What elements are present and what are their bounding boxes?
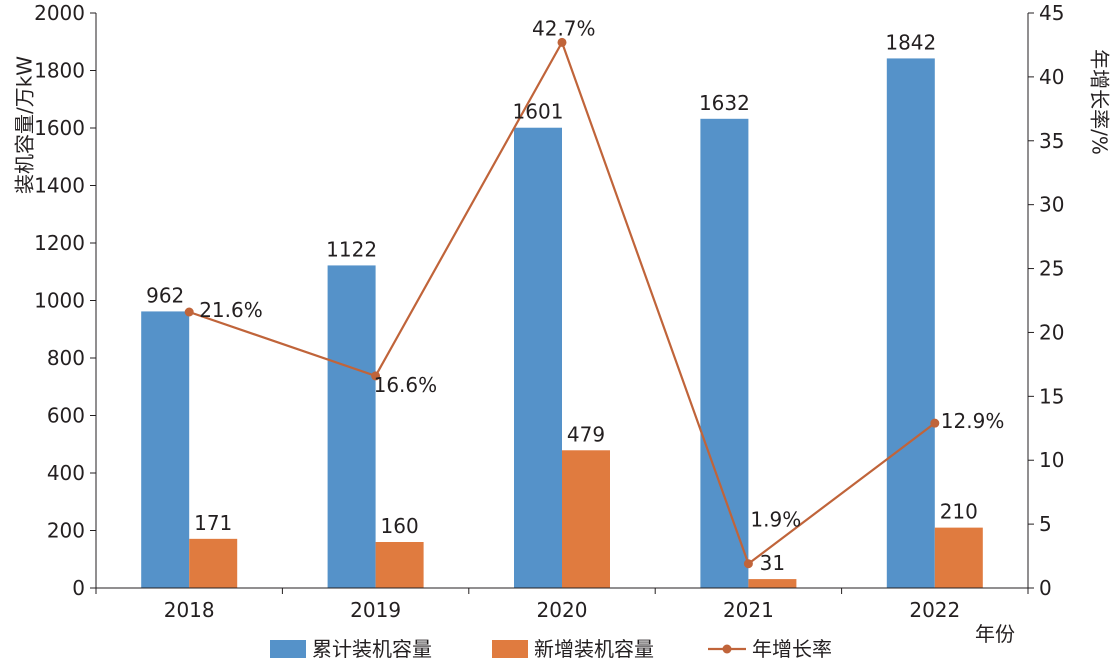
bar-new-2021 bbox=[748, 579, 797, 588]
data-label-cumulative-2018: 962 bbox=[146, 283, 184, 307]
y2-tick-label: 45 bbox=[1039, 1, 1064, 25]
data-label-growth-2019: 16.6% bbox=[374, 373, 438, 397]
growth-point-2022 bbox=[930, 418, 940, 428]
y2-tick-label: 0 bbox=[1039, 576, 1052, 600]
y-tick-label: 400 bbox=[47, 461, 85, 485]
data-label-cumulative-2022: 1842 bbox=[885, 30, 936, 54]
data-label-growth-2020: 42.7% bbox=[532, 16, 596, 40]
y-tick-label: 0 bbox=[72, 576, 85, 600]
legend-swatch-cumulative bbox=[270, 640, 306, 658]
y-tick-label: 1600 bbox=[34, 116, 85, 140]
data-label-cumulative-2020: 1601 bbox=[513, 100, 564, 124]
y-tick-label: 200 bbox=[47, 519, 85, 543]
growth-point-2019 bbox=[371, 371, 381, 381]
data-label-new-2021: 31 bbox=[760, 551, 785, 575]
data-label-new-2022: 210 bbox=[940, 500, 978, 524]
data-label-new-2019: 160 bbox=[381, 514, 419, 538]
growth-line-layer bbox=[184, 37, 940, 569]
growth-point-2020 bbox=[557, 37, 567, 47]
x-axis-title: 年份 bbox=[975, 622, 1015, 646]
bar-new-2019 bbox=[375, 542, 424, 588]
axes-layer: 2018 2019 2020 2021 202202004006008001000120… bbox=[34, 1, 1064, 622]
x-tick-label-2020: 2020 bbox=[537, 598, 588, 622]
legend-label-growth: 年增长率 bbox=[752, 637, 832, 661]
data-label-growth-2021: 1.9% bbox=[750, 508, 801, 532]
y2-tick-label: 20 bbox=[1039, 320, 1064, 344]
legend-swatch-new bbox=[492, 640, 528, 658]
data-label-cumulative-2021: 1632 bbox=[699, 91, 750, 115]
data-label-growth-2022: 12.9% bbox=[941, 409, 1005, 433]
y-tick-label: 1800 bbox=[34, 59, 85, 83]
y2-tick-label: 30 bbox=[1039, 193, 1064, 217]
bar-new-2022 bbox=[934, 527, 983, 588]
legend: 累计装机容量 新增装机容量 年增长率 bbox=[270, 637, 832, 661]
legend-swatch-growth-marker bbox=[722, 644, 732, 654]
data-label-cumulative-2019: 1122 bbox=[326, 237, 377, 261]
y2-axis-title: 年增长率/% bbox=[1088, 49, 1112, 155]
bar-cumulative-2021 bbox=[700, 118, 749, 589]
legend-label-cumulative: 累计装机容量 bbox=[312, 637, 432, 661]
x-tick-label-2018: 2018 bbox=[164, 598, 215, 622]
y-tick-label: 600 bbox=[47, 404, 85, 428]
bars-layer bbox=[141, 58, 983, 589]
growth-point-2018 bbox=[184, 307, 194, 317]
y-tick-label: 2000 bbox=[34, 1, 85, 25]
bar-cumulative-2018 bbox=[141, 311, 190, 588]
y2-tick-label: 10 bbox=[1039, 448, 1064, 472]
growth-point-2021 bbox=[743, 559, 753, 569]
bar-cumulative-2019 bbox=[327, 265, 376, 588]
bar-cumulative-2020 bbox=[514, 127, 562, 589]
y2-tick-label: 25 bbox=[1039, 257, 1064, 281]
bar-cumulative-2022 bbox=[886, 58, 935, 589]
y2-tick-label: 15 bbox=[1039, 384, 1064, 408]
x-tick-label-2022: 2022 bbox=[909, 598, 960, 622]
y-tick-label: 1000 bbox=[34, 289, 85, 313]
bar-new-2018 bbox=[189, 538, 238, 588]
data-labels-layer: 962 171 1122 160 1601 479 1632 31 1842 210 21.6% 16… bbox=[146, 16, 1004, 575]
data-label-new-2020: 479 bbox=[567, 422, 605, 446]
data-label-growth-2018: 21.6% bbox=[199, 298, 263, 322]
y2-tick-label: 5 bbox=[1039, 512, 1052, 536]
y-tick-label: 800 bbox=[47, 346, 85, 370]
y2-tick-label: 40 bbox=[1039, 65, 1064, 89]
y2-tick-label: 35 bbox=[1039, 129, 1064, 153]
x-tick-label-2019: 2019 bbox=[350, 598, 401, 622]
legend-label-new: 新增装机容量 bbox=[534, 637, 654, 661]
y-axis-title: 装机容量/万kW bbox=[13, 56, 37, 194]
y-tick-label: 1200 bbox=[34, 231, 85, 255]
x-tick-label-2021: 2021 bbox=[723, 598, 774, 622]
y-tick-label: 1400 bbox=[34, 174, 85, 198]
data-label-new-2018: 171 bbox=[194, 511, 232, 535]
bar-new-2020 bbox=[562, 450, 610, 588]
